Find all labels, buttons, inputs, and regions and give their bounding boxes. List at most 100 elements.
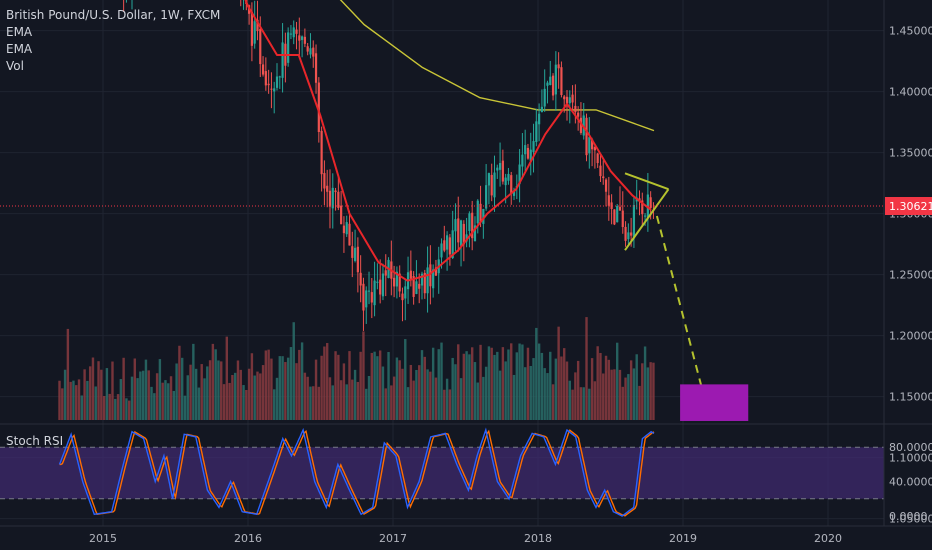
stoch-rsi-label[interactable]: Stoch RSI [6, 434, 64, 448]
candle-body-100 [337, 191, 340, 208]
volume-bar-74 [264, 350, 268, 420]
candle-body-86 [298, 35, 301, 41]
volume-bar-89 [306, 376, 309, 420]
volume-bar-177 [551, 384, 555, 420]
time-tick-label-0: 2015 [89, 532, 117, 545]
candle-body-148 [471, 212, 474, 239]
candle-body-172 [538, 113, 541, 125]
candle-body-171 [535, 121, 538, 143]
volume-bar-41 [172, 390, 176, 420]
stoch-rsi-pane [0, 423, 932, 517]
volume-bar-44 [180, 357, 184, 420]
legend-symbol[interactable]: British Pound/U.S. Dollar, 1W, FXCM [6, 8, 221, 22]
volume-bar-144 [459, 378, 463, 420]
volume-bar-48 [192, 343, 195, 420]
volume-bar-0 [58, 380, 61, 420]
triangle-lower-line [624, 188, 670, 251]
candle-body-210 [643, 215, 647, 217]
target-zone-box [680, 384, 749, 421]
volume-bar-212 [649, 362, 652, 420]
volume-bar-115 [378, 350, 382, 420]
volume-bar-3 [66, 328, 70, 420]
volume-bar-200 [615, 342, 619, 420]
volume-bar-1 [61, 388, 64, 420]
volume-bar-91 [312, 386, 315, 420]
volume-bar-90 [309, 386, 312, 420]
price-tick-label-8: 1.45000 [889, 25, 932, 38]
volume-bar-145 [462, 353, 466, 420]
volume-bar-206 [632, 368, 636, 420]
volume-bar-169 [529, 366, 532, 420]
stoch-k-line [58, 427, 655, 517]
stoch-tick-label-0: 0.0000 [889, 510, 928, 523]
volume-bar-107 [356, 381, 360, 420]
candle-body-206 [632, 205, 636, 239]
candle-body-185 [574, 105, 577, 113]
candle-body-162 [510, 175, 513, 194]
candle-body-139 [445, 235, 449, 250]
volume-bar-15 [100, 369, 103, 420]
volume-bar-195 [602, 373, 605, 420]
volume-bar-194 [599, 352, 602, 420]
volume-bar-165 [518, 343, 521, 420]
stoch-tick-label-2: 80.0000 [889, 441, 932, 454]
candle-body-134 [432, 269, 435, 289]
volume-bar-101 [339, 380, 343, 420]
candle-body-107 [356, 246, 359, 273]
volume-bar-118 [387, 352, 390, 420]
volume-bar-123 [401, 368, 404, 420]
legend-ema-1[interactable]: EMA [6, 25, 33, 39]
volume-bar-53 [206, 366, 209, 420]
candle-body-121 [395, 271, 399, 287]
candle-body-130 [420, 273, 424, 286]
candle-body-133 [429, 264, 432, 287]
candle-body-159 [501, 160, 504, 182]
volume-bar-134 [431, 347, 435, 420]
candle-body-192 [593, 146, 596, 151]
candle-body-99 [334, 190, 337, 193]
candle-body-79 [278, 76, 281, 78]
volume-bar-155 [490, 347, 493, 420]
volume-bar-10 [86, 380, 89, 420]
candle-body-141 [451, 230, 454, 259]
volume-bar-29 [139, 371, 142, 420]
volume-bar-160 [504, 361, 507, 420]
volume-bar-68 [247, 368, 251, 420]
volume-bar-47 [189, 364, 192, 420]
stoch-d-line [59, 429, 655, 517]
candle-body-69 [250, 11, 254, 46]
volume-bar-138 [443, 389, 446, 420]
volume-bar-151 [479, 344, 482, 420]
volume-bar-35 [155, 373, 159, 420]
volume-bar-111 [367, 375, 371, 420]
candle-body-158 [498, 163, 502, 170]
volume-bar-192 [593, 381, 597, 420]
volume-bar-127 [412, 380, 415, 420]
volume-bar-211 [646, 367, 650, 420]
volume-bar-72 [259, 373, 262, 420]
legend-vol[interactable]: Vol [6, 59, 24, 73]
volume-bar-59 [222, 384, 226, 420]
volume-bar-104 [348, 351, 351, 420]
candle-body-198 [610, 202, 613, 209]
volume-bar-105 [351, 379, 354, 420]
volume-bar-128 [415, 369, 418, 420]
volume-bar-24 [125, 398, 128, 420]
candle-body-182 [565, 96, 569, 104]
volume-bar-95 [323, 346, 326, 420]
volume-bar-210 [643, 346, 647, 420]
candle-body-76 [270, 88, 273, 90]
volume-bar-25 [128, 400, 131, 420]
candle-body-102 [342, 225, 346, 234]
triangle-upper-line [624, 172, 669, 191]
volume-bar-83 [289, 347, 293, 420]
volume-bar-30 [141, 370, 145, 420]
volume-bar-161 [507, 349, 510, 420]
candle-body-200 [616, 205, 619, 223]
volume-bar-76 [270, 358, 273, 420]
volume-bar-176 [549, 351, 552, 420]
legend-ema-2[interactable]: EMA [6, 42, 33, 56]
volume-bar-86 [298, 349, 301, 420]
projection-line [655, 215, 703, 389]
